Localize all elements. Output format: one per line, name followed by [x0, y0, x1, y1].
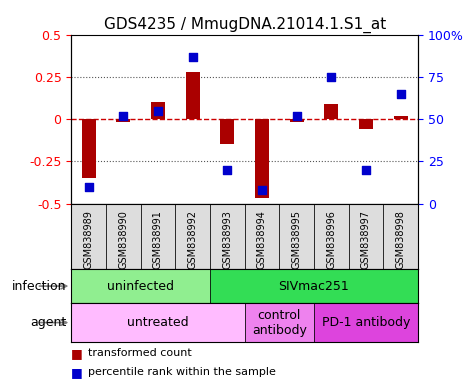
Text: infection: infection: [12, 280, 66, 293]
Bar: [383, 204, 418, 269]
Text: agent: agent: [30, 316, 67, 329]
Bar: [279, 204, 314, 269]
Bar: [349, 204, 383, 269]
Text: percentile rank within the sample: percentile rank within the sample: [88, 367, 276, 377]
Text: GSM838990: GSM838990: [118, 210, 128, 269]
Text: GSM838996: GSM838996: [326, 210, 336, 269]
Bar: [394, 116, 408, 119]
Bar: [255, 119, 269, 199]
Text: GSM838998: GSM838998: [396, 210, 406, 269]
Bar: [324, 104, 338, 119]
Bar: [245, 204, 279, 269]
Text: GSM838994: GSM838994: [257, 210, 267, 269]
Bar: [290, 119, 304, 122]
Text: GSM838989: GSM838989: [84, 210, 94, 269]
Text: ■: ■: [71, 347, 83, 360]
Text: uninfected: uninfected: [107, 280, 174, 293]
Text: GSM838995: GSM838995: [292, 210, 302, 269]
Text: PD-1 antibody: PD-1 antibody: [322, 316, 410, 329]
Text: untreated: untreated: [127, 316, 189, 329]
Bar: [314, 303, 418, 342]
Bar: [220, 119, 234, 144]
Bar: [314, 204, 349, 269]
Text: GSM838991: GSM838991: [153, 210, 163, 269]
Point: [397, 91, 405, 97]
Bar: [71, 269, 210, 303]
Point: [224, 167, 231, 173]
Bar: [151, 102, 165, 119]
Bar: [141, 204, 175, 269]
Text: transformed count: transformed count: [88, 348, 191, 358]
Point: [293, 113, 301, 119]
Point: [154, 108, 162, 114]
Bar: [175, 204, 210, 269]
Bar: [359, 119, 373, 129]
Bar: [210, 204, 245, 269]
Text: control
antibody: control antibody: [252, 309, 307, 336]
Bar: [210, 269, 418, 303]
Point: [85, 184, 92, 190]
Bar: [186, 72, 199, 119]
Bar: [106, 204, 141, 269]
Text: GSM838992: GSM838992: [188, 210, 198, 269]
Bar: [245, 303, 314, 342]
Point: [189, 53, 197, 60]
Bar: [71, 303, 245, 342]
Point: [120, 113, 127, 119]
Text: GSM838997: GSM838997: [361, 210, 371, 269]
Text: ■: ■: [71, 366, 83, 379]
Point: [328, 74, 335, 80]
Bar: [82, 119, 95, 178]
Point: [258, 187, 266, 193]
Text: GSM838993: GSM838993: [222, 210, 232, 269]
Point: [362, 167, 370, 173]
Title: GDS4235 / MmugDNA.21014.1.S1_at: GDS4235 / MmugDNA.21014.1.S1_at: [104, 17, 386, 33]
Bar: [71, 204, 106, 269]
Text: SIVmac251: SIVmac251: [279, 280, 349, 293]
Bar: [116, 119, 130, 122]
